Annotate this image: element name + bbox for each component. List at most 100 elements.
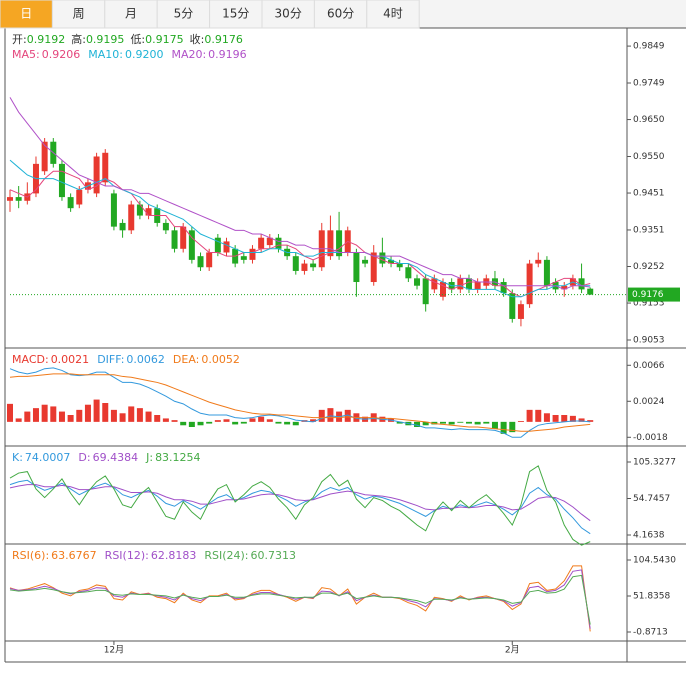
macd-bar xyxy=(440,421,446,424)
ohlc-label: 收: xyxy=(190,32,205,46)
legend-name: MA20: xyxy=(171,48,206,61)
tab[interactable]: 5分 xyxy=(156,0,211,29)
legend-name: RSI(6): xyxy=(12,549,49,562)
macd-bar xyxy=(292,421,299,426)
candle-body xyxy=(587,288,594,295)
ma-line xyxy=(9,97,591,290)
macd-bar xyxy=(414,421,421,427)
tab[interactable]: 日 xyxy=(0,0,53,29)
candle-body xyxy=(465,278,472,290)
macd-bar xyxy=(128,406,135,422)
candle-body xyxy=(362,259,369,264)
macd-bar xyxy=(223,419,230,422)
tab-label[interactable]: 日 xyxy=(20,7,32,21)
macd-bar xyxy=(422,421,429,426)
macd-bar xyxy=(76,409,83,422)
candle-body xyxy=(180,226,187,249)
candle-body xyxy=(327,230,334,257)
macd-bar xyxy=(41,404,48,422)
macd-bar xyxy=(483,421,490,424)
legend-name: J: xyxy=(145,451,153,464)
y-tick-label: -0.0018 xyxy=(633,433,668,443)
tab-label[interactable]: 4时 xyxy=(383,7,403,21)
tab[interactable]: 周 xyxy=(51,0,106,29)
macd-bar xyxy=(448,421,455,425)
macd-bar xyxy=(67,415,74,422)
tab-bg[interactable] xyxy=(313,0,368,29)
candle-body xyxy=(440,282,446,297)
candle-body xyxy=(396,263,403,268)
macd-bar xyxy=(587,420,594,422)
y-tick-label: 0.9053 xyxy=(633,335,665,345)
legend-value: 0.9200 xyxy=(125,48,164,61)
ohlc-value: 0.9176 xyxy=(204,33,243,46)
candle-body xyxy=(457,278,464,290)
y-tick-label: 0.9252 xyxy=(633,262,665,272)
legend: MACD: 0.0021 DIFF: 0.0062 DEA: 0.0052 xyxy=(12,353,240,366)
legend-value: 60.7313 xyxy=(250,549,296,562)
tab-label[interactable]: 15分 xyxy=(222,7,249,21)
ohlc-label: 高: xyxy=(71,32,86,46)
legend-name: DIFF: xyxy=(97,353,124,366)
y-tick-label: -0.8713 xyxy=(633,627,668,637)
y-tick-label: 0.9749 xyxy=(633,79,665,89)
candle-body xyxy=(292,256,299,271)
macd-bar xyxy=(526,409,533,422)
candle-body xyxy=(7,197,13,201)
candle-body xyxy=(275,237,282,249)
tab[interactable]: 4时 xyxy=(366,0,420,29)
macd-bar xyxy=(318,409,325,422)
macd-bar xyxy=(310,419,317,422)
macd-bar xyxy=(188,421,195,427)
tab-label[interactable]: 5分 xyxy=(174,7,194,21)
candle-body xyxy=(578,278,585,290)
candle-body xyxy=(41,141,48,172)
candle-body xyxy=(370,252,377,283)
tab-label[interactable]: 30分 xyxy=(275,7,302,21)
tab[interactable]: 30分 xyxy=(261,0,315,29)
tab-label[interactable]: 周 xyxy=(73,7,85,21)
macd-bar xyxy=(93,399,100,422)
candle-body xyxy=(223,241,230,253)
macd-bar xyxy=(517,421,524,422)
y-tick-label: 0.9849 xyxy=(633,42,665,52)
candle-body xyxy=(266,237,273,246)
y-tick-label: 4.1638 xyxy=(633,531,665,541)
ohlc-value: 0.9192 xyxy=(27,33,66,46)
candle-body xyxy=(162,222,169,231)
candle-body xyxy=(15,197,22,201)
candle-body xyxy=(500,282,507,294)
legend-value: 0.0021 xyxy=(51,353,90,366)
macd-bar xyxy=(266,419,273,422)
tab-label[interactable]: 60分 xyxy=(327,7,354,21)
candle-body xyxy=(336,230,343,257)
ohlc-value: 0.9175 xyxy=(145,33,184,46)
candle-body xyxy=(119,222,126,231)
candle-body xyxy=(535,259,542,264)
macd-bar xyxy=(24,411,31,422)
y-tick-label: 0.9451 xyxy=(633,189,665,199)
tab[interactable]: 60分 xyxy=(313,0,368,29)
tab[interactable]: 15分 xyxy=(209,0,263,29)
candle-body xyxy=(431,278,438,290)
indicator-line xyxy=(9,484,591,522)
tab-bg[interactable] xyxy=(104,0,158,29)
tab-bg[interactable] xyxy=(261,0,315,29)
legend-name: MA10: xyxy=(88,48,123,61)
candle-body xyxy=(171,230,178,249)
macd-bar xyxy=(84,404,91,422)
legend-name: D: xyxy=(78,451,90,464)
legend-name: K: xyxy=(12,451,23,464)
legend: K: 74.0007 D: 69.4384 J: 83.1254 xyxy=(12,451,201,464)
tab-bg[interactable] xyxy=(366,0,420,29)
tab-bg[interactable] xyxy=(0,0,53,29)
legend-value: 69.4384 xyxy=(93,451,139,464)
tab-label[interactable]: 月 xyxy=(125,7,137,21)
macd-bar xyxy=(396,421,403,424)
legend-name: DEA: xyxy=(173,353,199,366)
candle-body xyxy=(526,263,533,305)
tab[interactable]: 月 xyxy=(104,0,158,29)
candle-body xyxy=(240,256,247,260)
